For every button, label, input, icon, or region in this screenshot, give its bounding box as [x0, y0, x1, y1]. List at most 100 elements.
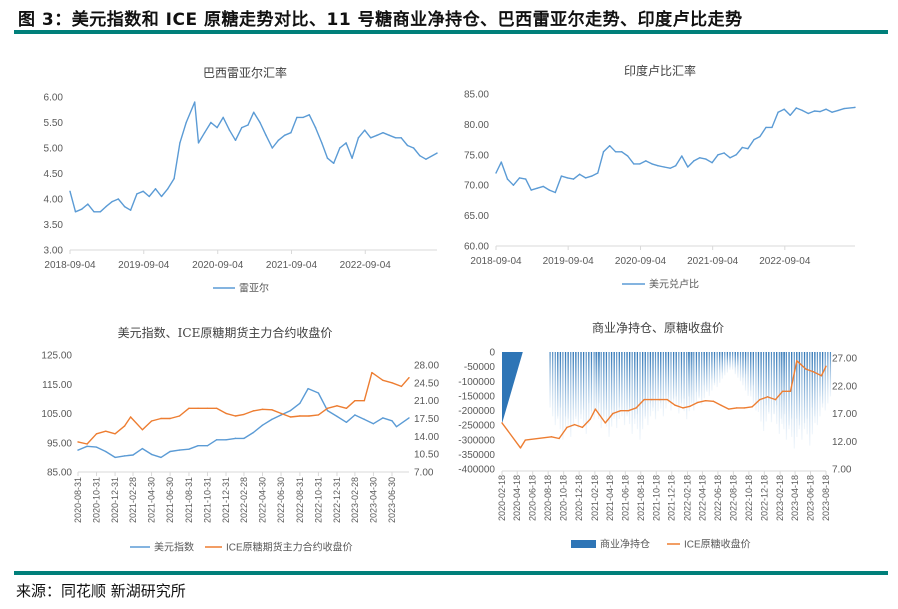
y-tick-label: 3.50: [44, 220, 64, 231]
net-position-bar: [564, 352, 567, 417]
x-tick-label: 2021-06-18: [620, 475, 630, 521]
data-point: [225, 412, 227, 415]
data-point: [93, 211, 95, 213]
data-point: [299, 415, 301, 417]
net-position-bar: [776, 352, 778, 425]
data-point: [206, 444, 209, 447]
net-position-bar: [780, 352, 782, 419]
net-position-bar: [708, 352, 710, 396]
data-point: [215, 439, 218, 441]
data-point: [759, 398, 761, 401]
data-point: [813, 110, 816, 112]
data-point: [363, 129, 366, 131]
net-position-bar: [829, 352, 832, 397]
data-point: [643, 398, 645, 401]
data-point: [354, 414, 356, 416]
x-tick-label: 2020-10-31: [92, 477, 102, 523]
net-position-bar: [660, 352, 662, 409]
x-tick-label: 2021-10-31: [202, 477, 212, 523]
net-position-bar: [598, 352, 600, 404]
data-point: [519, 447, 522, 449]
data-point: [261, 424, 264, 426]
data-point: [243, 437, 245, 440]
net-position-bar: [801, 352, 803, 440]
legend-label: ICE原糖收盘价: [684, 538, 751, 551]
net-position-bar: [721, 352, 723, 373]
net-position-bar: [575, 352, 577, 419]
data-point: [658, 398, 661, 401]
x-tick-label: 2023-06-18: [806, 475, 816, 521]
data-point: [243, 413, 245, 416]
data-point: [751, 406, 753, 408]
y-tick-label: 5.00: [44, 144, 64, 155]
net-position-bar: [647, 352, 649, 426]
data-point: [720, 404, 722, 406]
series-line-1: [495, 106, 856, 194]
net-position-bar: [559, 352, 561, 430]
y2-tick-label: 27.00: [832, 354, 857, 365]
y-tick-label: 0: [489, 348, 495, 359]
data-point: [114, 456, 116, 459]
data-point: [406, 144, 409, 147]
net-position-bar: [588, 352, 590, 404]
net-position-bar: [680, 352, 683, 404]
data-point: [819, 110, 821, 113]
data-point: [178, 449, 181, 451]
x-tick-label: 2023-04-18: [790, 475, 800, 521]
data-point: [136, 193, 138, 195]
data-point: [669, 167, 671, 169]
net-position-bar: [698, 352, 700, 399]
data-point: [627, 410, 630, 412]
x-tick-label: 2020-08-31: [73, 477, 83, 523]
data-point: [252, 431, 255, 434]
net-position-bar: [724, 352, 726, 376]
data-point: [178, 415, 181, 417]
data-point: [831, 111, 833, 113]
y-tick-label: 65.00: [464, 211, 489, 222]
data-point: [633, 163, 635, 165]
net-position-bar: [773, 352, 775, 415]
x-tick-label: 2022-10-31: [313, 477, 323, 523]
header-rule: [14, 30, 888, 34]
net-position-bar: [610, 352, 613, 410]
data-point: [302, 116, 304, 119]
data-point: [524, 178, 527, 180]
data-point: [197, 407, 199, 410]
data-point: [228, 129, 231, 131]
data-point: [825, 108, 827, 110]
x-tick-label: 2020-09-04: [615, 256, 667, 267]
data-point: [602, 151, 605, 153]
x-tick-label: 2022-04-18: [697, 475, 707, 521]
net-position-bar: [678, 352, 680, 414]
data-point: [542, 185, 544, 188]
data-point: [261, 408, 264, 411]
data-point: [717, 154, 719, 156]
data-point: [766, 396, 769, 398]
data-point: [657, 165, 659, 167]
data-point: [639, 163, 641, 165]
data-point: [536, 187, 539, 189]
net-position-bar: [585, 352, 587, 434]
data-point: [123, 205, 126, 208]
footer-rule: [14, 571, 888, 575]
x-tick-label: 2021-04-30: [147, 477, 157, 523]
x-tick-label: 2020-08-18: [543, 475, 553, 521]
data-point: [290, 132, 292, 134]
legend-swatch: [571, 540, 596, 548]
net-position-bar: [750, 352, 752, 397]
x-tick-label: 2019-09-04: [543, 256, 595, 267]
data-point: [395, 425, 398, 428]
net-position-bar: [608, 352, 610, 437]
data-point: [169, 417, 171, 420]
net-position-bar: [711, 352, 713, 379]
net-position-bar: [562, 352, 564, 440]
data-point: [682, 407, 684, 409]
data-point: [326, 157, 329, 159]
data-point: [142, 190, 144, 193]
data-point: [81, 208, 83, 210]
chart-2: 印度卢比汇率 60.00 65.00 70.00 75.00 80.00 85.00 2018…: [464, 63, 856, 291]
data-point: [74, 211, 77, 213]
x-tick-label: 2018-09-04: [44, 260, 96, 271]
data-point: [150, 453, 153, 456]
